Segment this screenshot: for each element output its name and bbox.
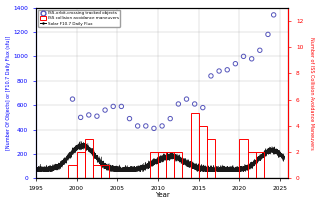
- Point: [168, 117, 173, 120]
- Y-axis label: [Number Of Objects] or [F10.7 Daily Flux (sfu)]: [Number Of Objects] or [F10.7 Daily Flux…: [5, 36, 11, 150]
- Bar: [248, 152, 256, 178]
- Point: [78, 116, 83, 119]
- Legend: ISS-orbit-crossing tracked objects, ISS collision avoidance maneuvers, Solar F10: ISS-orbit-crossing tracked objects, ISS …: [38, 10, 120, 27]
- Bar: [93, 165, 101, 178]
- Point: [160, 124, 165, 128]
- Point: [233, 62, 238, 65]
- Bar: [150, 152, 158, 178]
- Point: [94, 114, 100, 118]
- Point: [102, 109, 108, 112]
- Bar: [199, 126, 207, 178]
- Point: [111, 105, 116, 108]
- Point: [184, 98, 189, 101]
- Bar: [239, 139, 248, 178]
- X-axis label: Year: Year: [155, 192, 170, 198]
- Y-axis label: Number of ISS Collision Avoidance Maneuvers: Number of ISS Collision Avoidance Maneuv…: [309, 37, 315, 149]
- Bar: [174, 152, 182, 178]
- Bar: [101, 165, 109, 178]
- Point: [176, 102, 181, 106]
- Point: [192, 102, 197, 106]
- Bar: [68, 165, 76, 178]
- Point: [135, 124, 140, 128]
- Bar: [166, 152, 174, 178]
- Point: [249, 57, 254, 60]
- Point: [151, 127, 156, 130]
- Point: [119, 105, 124, 108]
- Point: [208, 74, 213, 78]
- Point: [217, 69, 222, 73]
- Bar: [191, 113, 199, 178]
- Bar: [76, 152, 85, 178]
- Point: [265, 33, 270, 36]
- Bar: [207, 139, 215, 178]
- Point: [271, 13, 276, 17]
- Point: [225, 68, 230, 71]
- Point: [70, 98, 75, 101]
- Bar: [256, 152, 264, 178]
- Bar: [158, 152, 166, 178]
- Bar: [85, 139, 93, 178]
- Point: [86, 113, 91, 116]
- Point: [143, 124, 148, 128]
- Point: [200, 106, 205, 109]
- Point: [127, 117, 132, 120]
- Point: [257, 49, 262, 52]
- Point: [241, 55, 246, 58]
